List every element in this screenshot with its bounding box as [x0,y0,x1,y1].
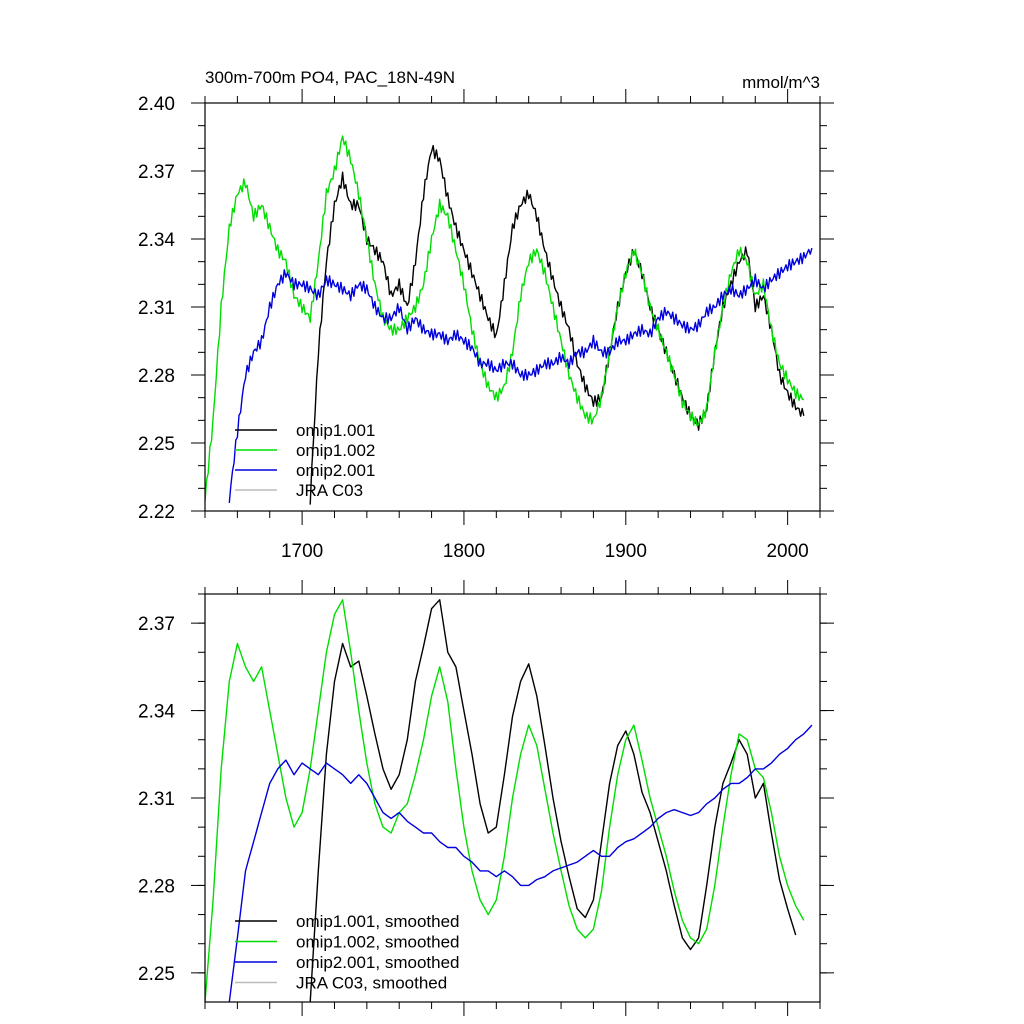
x-tick-label: 1900 [605,541,647,562]
legend-label: JRA C03 [296,481,363,500]
series-line-omip1-002-smoothed [205,599,805,1002]
y-tick-label: 2.34 [138,702,175,723]
bottom-panel-frame [204,593,821,1003]
bottom-panel-legend: omip1.001, smoothed omip1.002, smoothedom… [235,912,460,993]
x-tick-label: 1800 [443,541,485,562]
y-tick-label: 2.22 [138,502,175,523]
y-tick-label: 2.37 [138,614,175,635]
series-line-omip1-001-smoothed [309,599,797,1002]
y-tick-label: 2.31 [138,298,175,319]
legend-label: JRA C03, smoothed [296,974,447,993]
y-tick-label: 2.31 [138,789,175,810]
legend-label: omip2.001, smoothed [296,953,460,972]
top-panel: 300m-700m PO4, PAC_18N-49N mmol/m^3 2.22… [138,68,834,562]
x-tick-label: 1700 [281,541,323,562]
legend-label: omip1.002 [296,441,375,460]
chart-title: 300m-700m PO4, PAC_18N-49N [205,68,455,87]
y-tick-label: 2.25 [138,434,175,455]
y-tick-label: 2.34 [138,230,175,251]
y-tick-label: 2.37 [138,162,175,183]
y-tick-label: 2.28 [138,876,175,897]
legend-label: omip1.001 [296,421,375,440]
bottom-panel-ticks [191,580,834,1016]
units-label: mmol/m^3 [742,73,820,92]
series-line-omip2-001 [228,247,813,503]
series-line-omip1-002 [205,135,805,502]
top-panel-x-tick-labels: 1700 1800 1900 2000 [281,541,809,562]
y-tick-label: 2.40 [138,94,175,115]
x-tick-label: 2000 [766,541,808,562]
top-panel-series [205,135,813,505]
y-tick-label: 2.28 [138,366,175,387]
legend-label: omip1.002, smoothed [296,933,460,952]
top-panel-y-tick-labels: 2.22 2.25 2.28 2.31 2.34 2.37 2.40 [138,94,175,523]
y-tick-label: 2.25 [138,964,175,985]
bottom-panel: 2.25 2.28 2.31 2.34 2.37 omip1.001, smoothed… [138,580,834,1016]
bottom-panel-y-tick-labels: 2.25 2.28 2.31 2.34 2.37 [138,614,175,985]
series-line-omip2-001-smoothed [228,724,813,1002]
top-panel-ticks [191,89,834,525]
legend-label: omip2.001 [296,461,375,480]
top-panel-frame [204,102,821,512]
bottom-panel-series [205,599,813,1002]
legend-label: omip1.001, smoothed [296,912,460,931]
